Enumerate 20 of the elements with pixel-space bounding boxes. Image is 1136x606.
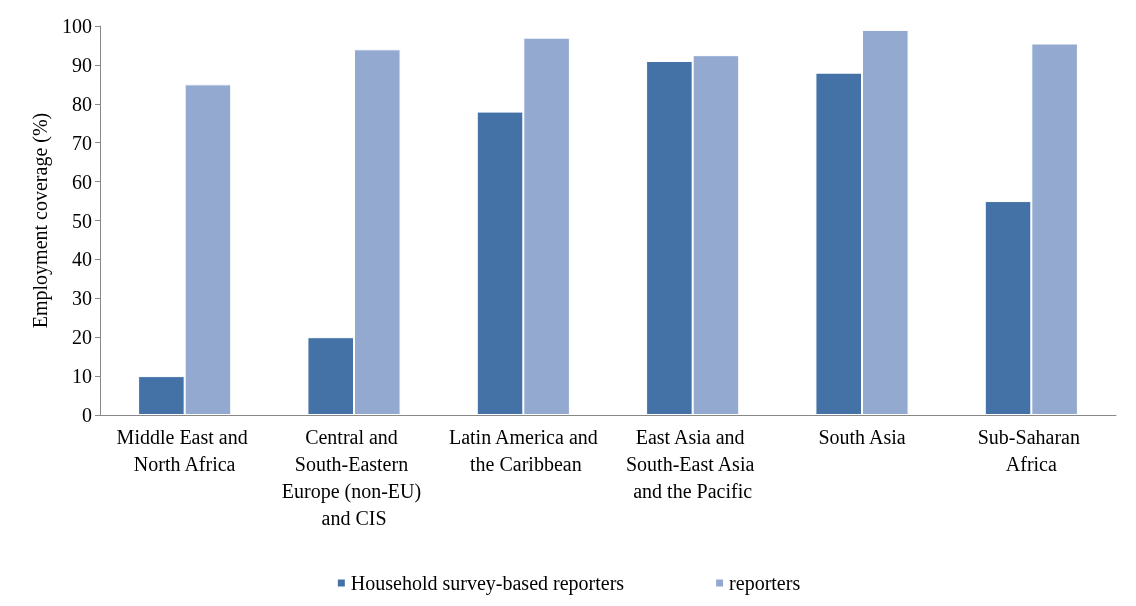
y-tick-label: 90 [72,53,92,76]
y-tick-label: 30 [72,287,92,310]
x-tick-label: Middle East and North Africa [116,425,253,475]
y-tick-label: 50 [72,209,92,232]
y-tick-label: 40 [72,248,92,271]
legend-label: Household survey-based reporters [350,572,625,595]
y-tick-label: 70 [72,131,92,154]
y-tick-label: 0 [82,404,92,426]
y-tick-label: 10 [72,365,92,388]
y-tick-label: 80 [72,92,92,115]
y-tick-label: 60 [72,170,92,193]
y-tick-label: 20 [72,326,92,349]
x-tick-label: Sub-Saharan Africa [977,425,1085,475]
y-axis-title: Employment coverage (%) [29,112,52,329]
y-tick-label: 100 [62,15,92,37]
x-tick-label: Latin America and the Caribbean [448,425,598,475]
legend-label: reporters [729,572,801,595]
x-tick-label: Central and South-Eastern Europe (non-EU) and CIS [281,425,427,529]
x-tick-label: East Asia and South-East Asia and the Pacific [625,425,760,502]
x-tick-label: South Asia [818,425,906,448]
